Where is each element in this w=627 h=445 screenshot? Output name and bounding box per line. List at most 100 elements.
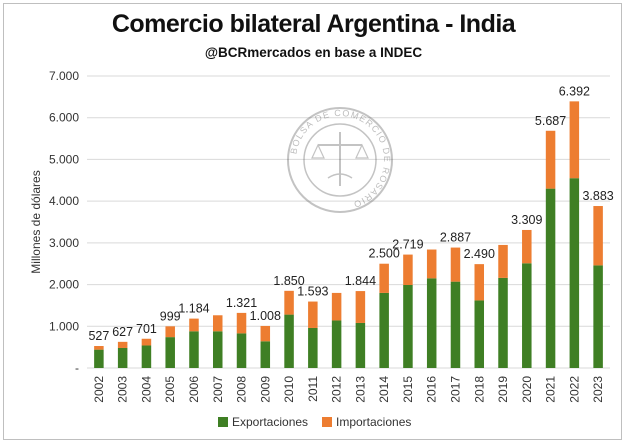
x-tick-label: 2007 xyxy=(211,376,225,403)
bar-exportaciones xyxy=(403,284,413,368)
bar-exportaciones xyxy=(426,278,437,368)
bar-exportaciones xyxy=(522,263,532,368)
bar-importaciones xyxy=(450,247,461,282)
x-tick-label: 2017 xyxy=(448,376,462,403)
bar-exportaciones xyxy=(331,320,342,368)
bar-exportaciones xyxy=(260,341,271,368)
bar-exportaciones xyxy=(236,333,247,368)
y-tick-label: 5.000 xyxy=(49,152,79,166)
bar-exportaciones xyxy=(141,345,152,368)
chart-title: Comercio bilateral Argentina - India xyxy=(111,10,516,38)
legend-swatch-importaciones xyxy=(322,417,332,427)
x-tick-label: 2023 xyxy=(591,376,605,403)
bar-exportaciones xyxy=(569,178,580,368)
bar-exportaciones xyxy=(498,277,508,368)
bar-exportaciones xyxy=(165,337,175,368)
y-tick-label: 6.000 xyxy=(49,111,79,125)
legend-label-exportaciones: Exportaciones xyxy=(232,415,308,429)
bar-importaciones xyxy=(189,318,199,332)
legend-label-importaciones: Importaciones xyxy=(336,415,411,429)
bar-importaciones xyxy=(545,130,556,189)
x-tick-label: 2002 xyxy=(92,376,106,403)
bar-importaciones xyxy=(260,325,271,342)
y-tick-label: 3.000 xyxy=(49,236,79,250)
bar-total-label: 701 xyxy=(136,322,157,336)
bar-total-label: 2.719 xyxy=(392,238,423,252)
bar-total-label: 1.184 xyxy=(178,302,209,316)
y-tick-label: - xyxy=(75,361,79,375)
bar-exportaciones xyxy=(117,347,128,368)
bar-total-label: 1.850 xyxy=(273,274,304,288)
bar-importaciones xyxy=(498,244,508,278)
bar-exportaciones xyxy=(189,331,199,368)
bar-importaciones xyxy=(426,249,437,279)
bar-exportaciones xyxy=(212,331,223,368)
legend-swatch-exportaciones xyxy=(218,417,228,427)
x-axis-ticks: 2002 2003 2004 2005 2006 2007 2008 2009 2010 2011… xyxy=(92,376,605,403)
bar-importaciones xyxy=(94,346,104,350)
bar-importaciones xyxy=(117,341,128,348)
x-tick-label: 2010 xyxy=(282,376,296,403)
bar-importaciones xyxy=(236,312,247,334)
bar-exportaciones xyxy=(284,314,294,368)
bar-exportaciones xyxy=(545,188,556,368)
bar-total-label: 1.593 xyxy=(297,285,328,299)
bar-total-label: 6.392 xyxy=(559,84,590,98)
x-tick-label: 2008 xyxy=(235,376,249,403)
bar-importaciones xyxy=(403,254,413,285)
x-tick-label: 2019 xyxy=(496,376,510,403)
x-tick-label: 2020 xyxy=(520,376,534,403)
bar-total-label: 2.500 xyxy=(369,247,400,261)
bar-total-label: 3.309 xyxy=(511,213,542,227)
x-tick-label: 2009 xyxy=(258,376,272,403)
x-tick-label: 2016 xyxy=(425,376,439,403)
y-tick-label: 4.000 xyxy=(49,194,79,208)
bar-total-label: 1.008 xyxy=(250,309,281,323)
x-tick-label: 2012 xyxy=(330,376,344,403)
x-tick-label: 2022 xyxy=(567,376,581,403)
y-axis-ticks: - 1.000 2.000 3.000 4.000 5.000 6.000 7.000 xyxy=(49,69,79,375)
bar-exportaciones xyxy=(355,322,366,368)
bar-exportaciones xyxy=(94,349,104,368)
bar-importaciones xyxy=(331,292,342,321)
bar-importaciones xyxy=(379,263,389,293)
bar-importaciones xyxy=(284,290,294,315)
bar-importaciones xyxy=(522,229,532,264)
legend: Exportaciones Importaciones xyxy=(218,415,411,429)
bar-exportaciones xyxy=(308,327,318,368)
bar-total-label: 1.844 xyxy=(345,274,376,288)
bar-importaciones xyxy=(569,101,580,179)
bar-exportaciones xyxy=(379,292,389,368)
x-tick-label: 2006 xyxy=(187,376,201,403)
bar-total-label: 627 xyxy=(112,325,133,339)
bar-total-label: 527 xyxy=(88,329,109,343)
x-tick-label: 2005 xyxy=(163,376,177,403)
x-tick-label: 2003 xyxy=(116,376,130,403)
bar-total-label: 2.490 xyxy=(464,247,495,261)
bar-importaciones xyxy=(141,338,152,346)
bar-importaciones xyxy=(593,206,603,266)
bar-total-label: 5.687 xyxy=(535,114,566,128)
bar-importaciones xyxy=(212,315,223,332)
y-axis-label: Millones de dólares xyxy=(29,170,43,273)
x-tick-label: 2021 xyxy=(544,376,558,403)
bar-exportaciones xyxy=(450,281,461,368)
bar-total-label: 1.321 xyxy=(226,296,257,310)
bolsa-de-comercio-de-rosario-seal-icon: BOLSA DE COMERCIO DE ROSARIO xyxy=(287,107,393,213)
y-tick-label: 2.000 xyxy=(49,278,79,292)
chart-subtitle: @BCRmercados en base a INDEC xyxy=(204,45,423,60)
x-tick-label: 2013 xyxy=(353,376,367,403)
x-tick-label: 2014 xyxy=(377,376,391,403)
bar-importaciones xyxy=(474,264,485,301)
y-tick-label: 7.000 xyxy=(49,69,79,83)
bar-exportaciones xyxy=(593,265,603,368)
bar-importaciones xyxy=(165,326,175,338)
bar-total-label: 3.883 xyxy=(582,189,613,203)
bar-importaciones xyxy=(355,291,366,323)
x-tick-label: 2015 xyxy=(401,376,415,403)
bar-total-label: 2.887 xyxy=(440,231,471,245)
y-tick-label: 1.000 xyxy=(49,319,79,333)
x-tick-label: 2011 xyxy=(306,376,320,402)
